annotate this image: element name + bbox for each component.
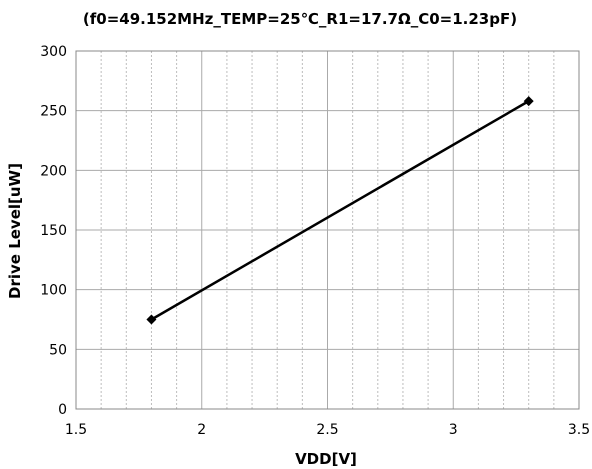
y-tick-label: 250 xyxy=(40,104,67,120)
grid xyxy=(75,50,580,410)
x-tick-label: 2.5 xyxy=(316,422,338,438)
plot-frame xyxy=(75,50,580,410)
y-tick-label: 50 xyxy=(49,342,67,358)
y-tick-label: 300 xyxy=(40,44,67,60)
y-tick-label: 0 xyxy=(58,402,67,418)
y-axis-label: Drive Level[uW] xyxy=(6,163,24,299)
x-tick-label: 3.5 xyxy=(568,422,590,438)
data-point-marker xyxy=(523,96,534,107)
x-tick-label: 1.5 xyxy=(65,422,87,438)
chart-title: (f0=49.152MHz_TEMP=25℃_R1=17.7Ω_C0=1.23p… xyxy=(83,10,517,28)
y-tick-label: 150 xyxy=(40,223,67,239)
series-layer xyxy=(146,96,534,325)
x-tick-label: 3 xyxy=(449,422,458,438)
x-axis-label: VDD[V] xyxy=(295,450,357,468)
data-point-marker xyxy=(146,314,157,325)
x-tick-label: 2 xyxy=(197,422,206,438)
y-tick-label: 100 xyxy=(40,283,67,299)
y-tick-label: 200 xyxy=(40,163,67,179)
tick-labels: 1.5 2 2.5 3 3.5 0 50 100 150 200 250 300 xyxy=(40,44,590,438)
series-line xyxy=(150,100,530,321)
